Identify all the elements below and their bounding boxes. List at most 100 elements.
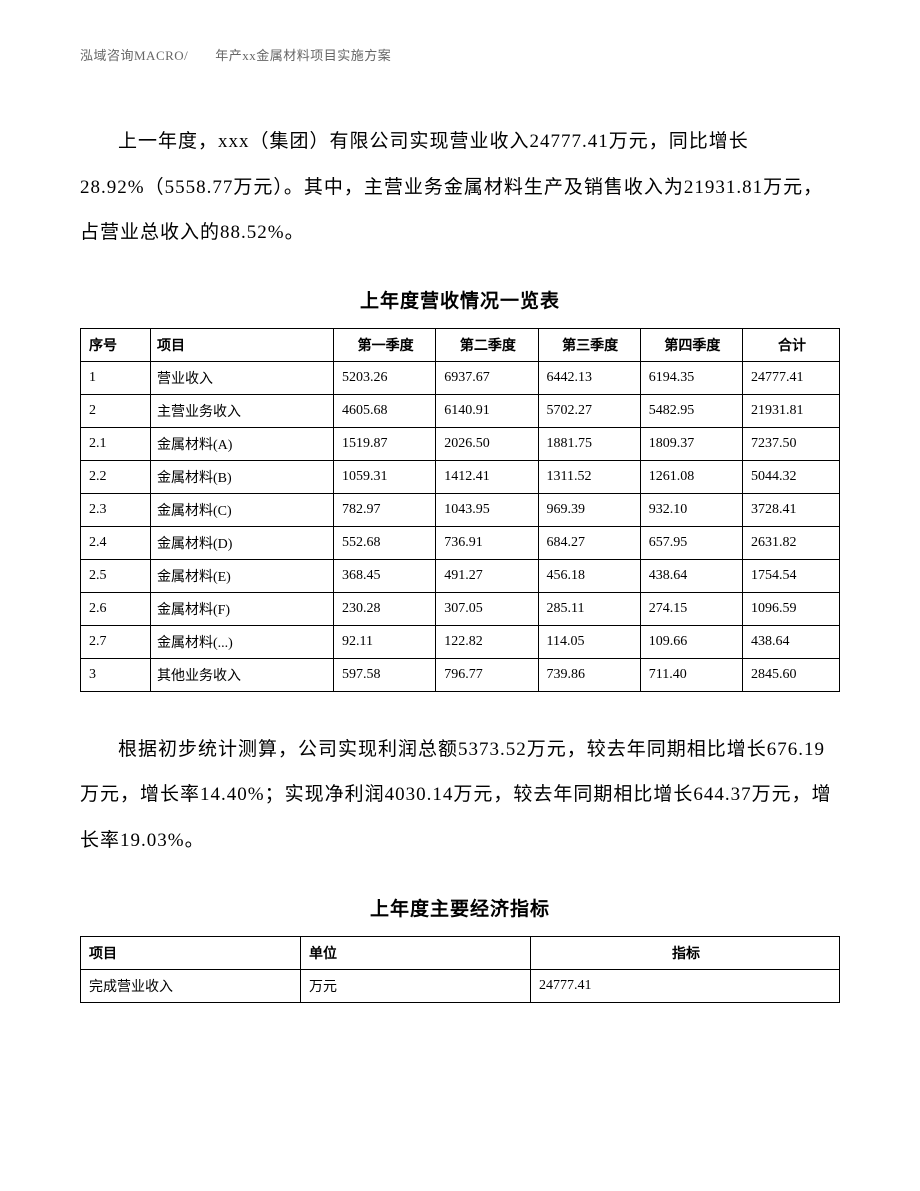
table-cell: 金属材料(...) bbox=[150, 625, 333, 658]
table-cell: 932.10 bbox=[640, 493, 742, 526]
table-cell: 969.39 bbox=[538, 493, 640, 526]
indicator-table: 项目 单位 指标 完成营业收入万元24777.41 bbox=[80, 936, 840, 1003]
table-row: 2主营业务收入4605.686140.915702.275482.9521931… bbox=[81, 394, 840, 427]
th-seq: 序号 bbox=[81, 328, 151, 361]
table-cell: 营业收入 bbox=[150, 361, 333, 394]
table-cell: 金属材料(C) bbox=[150, 493, 333, 526]
table-cell: 92.11 bbox=[333, 625, 435, 658]
table-cell: 主营业务收入 bbox=[150, 394, 333, 427]
table-cell: 736.91 bbox=[436, 526, 538, 559]
table-cell: 5702.27 bbox=[538, 394, 640, 427]
table-cell: 金属材料(F) bbox=[150, 592, 333, 625]
table-cell: 368.45 bbox=[333, 559, 435, 592]
th-q4: 第四季度 bbox=[640, 328, 742, 361]
table-cell: 6442.13 bbox=[538, 361, 640, 394]
table-cell: 万元 bbox=[301, 969, 531, 1002]
paragraph-2: 根据初步统计测算，公司实现利润总额5373.52万元，较去年同期相比增长676.… bbox=[80, 727, 840, 864]
table-cell: 274.15 bbox=[640, 592, 742, 625]
table-cell: 2.7 bbox=[81, 625, 151, 658]
table-cell: 552.68 bbox=[333, 526, 435, 559]
table-cell: 684.27 bbox=[538, 526, 640, 559]
table-cell: 307.05 bbox=[436, 592, 538, 625]
table-cell: 2.5 bbox=[81, 559, 151, 592]
table-cell: 5044.32 bbox=[743, 460, 840, 493]
table-cell: 5203.26 bbox=[333, 361, 435, 394]
table-cell: 711.40 bbox=[640, 658, 742, 691]
table-cell: 7237.50 bbox=[743, 427, 840, 460]
paragraph-1: 上一年度，xxx（集团）有限公司实现营业收入24777.41万元，同比增长28.… bbox=[80, 119, 840, 256]
table-cell: 2845.60 bbox=[743, 658, 840, 691]
th-q3: 第三季度 bbox=[538, 328, 640, 361]
table-cell: 2026.50 bbox=[436, 427, 538, 460]
table-cell: 5482.95 bbox=[640, 394, 742, 427]
table-cell: 1096.59 bbox=[743, 592, 840, 625]
table-cell: 114.05 bbox=[538, 625, 640, 658]
table-cell: 2 bbox=[81, 394, 151, 427]
table-row: 2.5金属材料(E)368.45491.27456.18438.641754.5… bbox=[81, 559, 840, 592]
table-cell: 109.66 bbox=[640, 625, 742, 658]
table-cell: 6937.67 bbox=[436, 361, 538, 394]
table-cell: 2.3 bbox=[81, 493, 151, 526]
table1-title: 上年度营收情况一览表 bbox=[80, 286, 840, 313]
table-cell: 2631.82 bbox=[743, 526, 840, 559]
revenue-table: 序号 项目 第一季度 第二季度 第三季度 第四季度 合计 1营业收入5203.2… bbox=[80, 328, 840, 692]
table-cell: 金属材料(E) bbox=[150, 559, 333, 592]
table-cell: 1059.31 bbox=[333, 460, 435, 493]
table-row: 2.4金属材料(D)552.68736.91684.27657.952631.8… bbox=[81, 526, 840, 559]
table-cell: 1311.52 bbox=[538, 460, 640, 493]
table-cell: 1754.54 bbox=[743, 559, 840, 592]
table-cell: 782.97 bbox=[333, 493, 435, 526]
table-cell: 796.77 bbox=[436, 658, 538, 691]
th2-unit: 单位 bbox=[301, 936, 531, 969]
table-cell: 金属材料(D) bbox=[150, 526, 333, 559]
table-cell: 597.58 bbox=[333, 658, 435, 691]
table-cell: 2.6 bbox=[81, 592, 151, 625]
table-cell: 21931.81 bbox=[743, 394, 840, 427]
table-cell: 6194.35 bbox=[640, 361, 742, 394]
th2-proj: 项目 bbox=[81, 936, 301, 969]
th2-ind: 指标 bbox=[531, 936, 840, 969]
table-cell: 1 bbox=[81, 361, 151, 394]
table-cell: 其他业务收入 bbox=[150, 658, 333, 691]
table2-title: 上年度主要经济指标 bbox=[80, 894, 840, 921]
table-cell: 1043.95 bbox=[436, 493, 538, 526]
table-row: 2.6金属材料(F)230.28307.05285.11274.151096.5… bbox=[81, 592, 840, 625]
table-cell: 24777.41 bbox=[531, 969, 840, 1002]
table-cell: 657.95 bbox=[640, 526, 742, 559]
table-cell: 438.64 bbox=[640, 559, 742, 592]
table-row: 2.2金属材料(B)1059.311412.411311.521261.0850… bbox=[81, 460, 840, 493]
table1-header-row: 序号 项目 第一季度 第二季度 第三季度 第四季度 合计 bbox=[81, 328, 840, 361]
table-cell: 456.18 bbox=[538, 559, 640, 592]
table-cell: 3 bbox=[81, 658, 151, 691]
th-q1: 第一季度 bbox=[333, 328, 435, 361]
table-cell: 491.27 bbox=[436, 559, 538, 592]
table-cell: 438.64 bbox=[743, 625, 840, 658]
table-cell: 2.2 bbox=[81, 460, 151, 493]
table-row: 3其他业务收入597.58796.77739.86711.402845.60 bbox=[81, 658, 840, 691]
table-cell: 285.11 bbox=[538, 592, 640, 625]
table-cell: 2.4 bbox=[81, 526, 151, 559]
table-cell: 1519.87 bbox=[333, 427, 435, 460]
th-q2: 第二季度 bbox=[436, 328, 538, 361]
table-row: 1营业收入5203.266937.676442.136194.3524777.4… bbox=[81, 361, 840, 394]
table-cell: 2.1 bbox=[81, 427, 151, 460]
table-row: 2.7金属材料(...)92.11122.82114.05109.66438.6… bbox=[81, 625, 840, 658]
th-item: 项目 bbox=[150, 328, 333, 361]
table-row: 2.3金属材料(C)782.971043.95969.39932.103728.… bbox=[81, 493, 840, 526]
table-cell: 1809.37 bbox=[640, 427, 742, 460]
table-cell: 1881.75 bbox=[538, 427, 640, 460]
table-cell: 1412.41 bbox=[436, 460, 538, 493]
th-total: 合计 bbox=[743, 328, 840, 361]
table-cell: 122.82 bbox=[436, 625, 538, 658]
table-cell: 金属材料(B) bbox=[150, 460, 333, 493]
table-row: 完成营业收入万元24777.41 bbox=[81, 969, 840, 1002]
table-cell: 230.28 bbox=[333, 592, 435, 625]
table-cell: 4605.68 bbox=[333, 394, 435, 427]
table-cell: 1261.08 bbox=[640, 460, 742, 493]
table-cell: 739.86 bbox=[538, 658, 640, 691]
page-header: 泓域咨询MACRO/ 年产xx金属材料项目实施方案 bbox=[80, 45, 840, 64]
table-cell: 24777.41 bbox=[743, 361, 840, 394]
table-row: 2.1金属材料(A)1519.872026.501881.751809.3772… bbox=[81, 427, 840, 460]
table-cell: 完成营业收入 bbox=[81, 969, 301, 1002]
table-cell: 3728.41 bbox=[743, 493, 840, 526]
